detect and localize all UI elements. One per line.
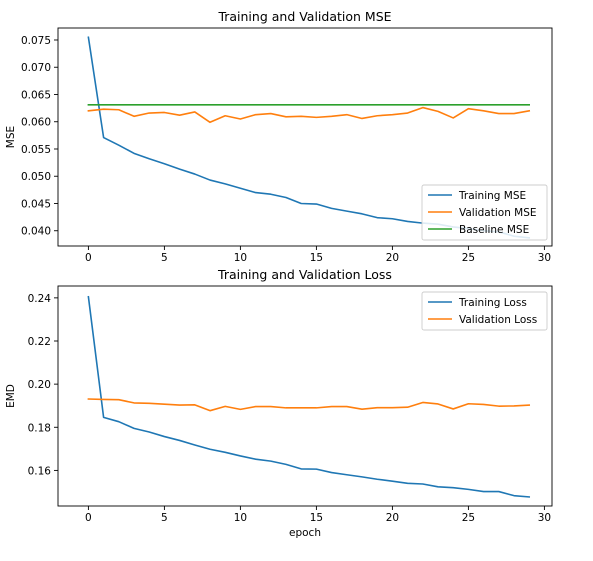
axes-frame	[57, 27, 553, 247]
y-tick-label: 0.20	[28, 379, 51, 391]
axes-frame	[57, 285, 553, 507]
legend: Training MSE Validation MSE Baseline MSE	[421, 184, 548, 241]
legend-entry: Training Loss	[458, 297, 527, 309]
y-tick-label: 0.070	[21, 62, 51, 74]
legend-box	[421, 291, 548, 331]
legend: Training Loss Validation Loss	[421, 291, 548, 331]
x-tick-label: 5	[161, 512, 168, 524]
chart-title: Training and Validation MSE	[217, 9, 391, 24]
series-line	[87, 295, 531, 498]
y-tick-label: 0.075	[21, 35, 51, 47]
x-tick-label: 15	[310, 252, 323, 264]
y-tick-label: 0.24	[28, 293, 52, 305]
y-tick-label: 0.065	[21, 89, 51, 101]
y-tick-label: 0.050	[21, 171, 51, 183]
legend-box	[421, 184, 548, 241]
x-tick-label: 15	[310, 512, 323, 524]
y-tick-label: 0.055	[21, 144, 51, 156]
y-tick-label: 0.060	[21, 117, 51, 129]
y-tick-label: 0.045	[21, 198, 51, 210]
y-tick-label: 0.040	[21, 226, 51, 238]
legend-entry: Training MSE	[458, 190, 526, 202]
series-2	[87, 106, 531, 124]
legend-entry: Baseline MSE	[459, 224, 529, 236]
x-tick-label: 0	[85, 512, 92, 524]
series-2	[87, 398, 531, 412]
series-line	[87, 106, 531, 124]
y-tick-label: 0.22	[28, 336, 51, 348]
chart-1: Training and Validation MSE 0 5 10 15 20 25 30 0…	[5, 9, 553, 264]
x-tick-label: 0	[85, 252, 92, 264]
x-tick-label: 30	[538, 252, 551, 264]
series-1	[87, 295, 531, 498]
legend-entry: Validation Loss	[459, 314, 537, 326]
x-tick-label: 10	[234, 252, 247, 264]
y-tick-label: 0.18	[28, 422, 51, 434]
chart-title: Training and Validation Loss	[217, 267, 392, 282]
x-axis-label: epoch	[289, 527, 321, 539]
x-tick-label: 20	[386, 512, 399, 524]
series-line	[87, 398, 531, 412]
x-tick-label: 20	[386, 252, 399, 264]
y-axis-label: MSE	[5, 126, 17, 148]
x-tick-label: 25	[462, 252, 475, 264]
legend-entry: Validation MSE	[459, 207, 537, 219]
chart-2: Training and Validation Loss 0 5 10 15 20 25 30…	[5, 267, 553, 539]
y-tick-label: 0.16	[28, 465, 52, 477]
x-tick-label: 10	[234, 512, 247, 524]
x-tick-label: 30	[538, 512, 551, 524]
x-tick-label: 5	[161, 252, 168, 264]
y-axis-label: EMD	[5, 384, 17, 408]
x-tick-label: 25	[462, 512, 475, 524]
